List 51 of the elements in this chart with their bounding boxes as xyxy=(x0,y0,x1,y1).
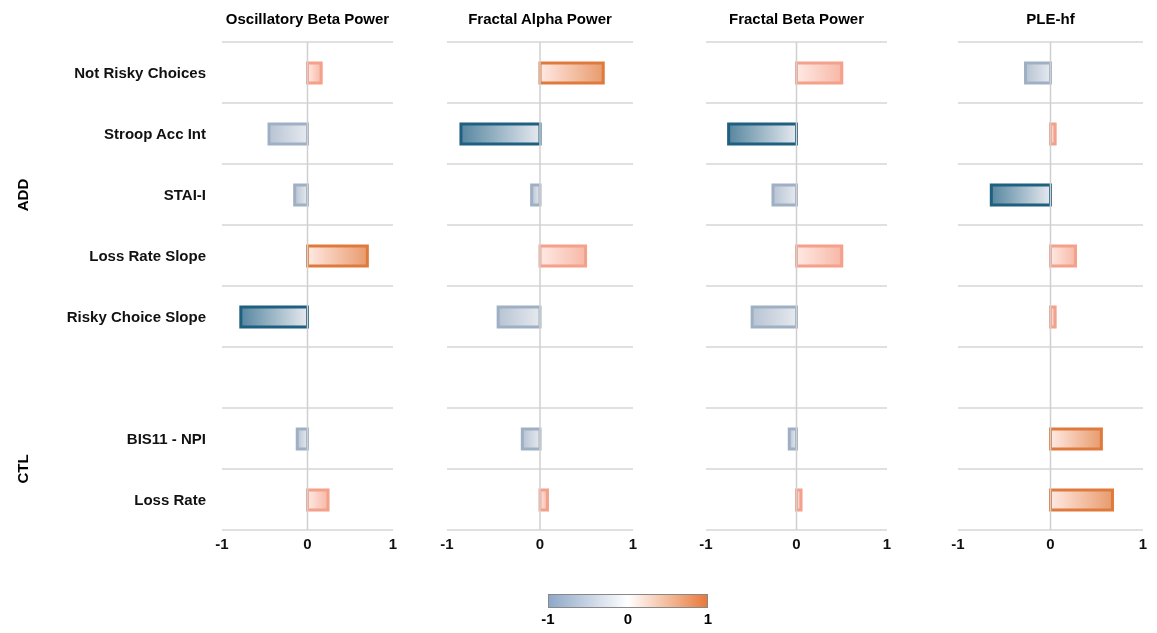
x-tick-label: -1 xyxy=(215,534,229,552)
x-tick-label: 1 xyxy=(628,534,638,552)
x-tick-label: 1 xyxy=(1138,534,1148,552)
bar xyxy=(727,122,798,146)
bar xyxy=(750,305,798,329)
x-tick-label: -1 xyxy=(951,534,965,552)
bar xyxy=(1049,244,1077,268)
chart-title: Fractal Beta Power xyxy=(727,10,866,27)
bar xyxy=(293,183,309,207)
chart-title: Fractal Alpha Power xyxy=(467,10,613,27)
color-bar-label: 1 xyxy=(703,610,713,627)
bar xyxy=(795,244,844,268)
chart-title: Oscillatory Beta Power xyxy=(224,10,391,27)
bar xyxy=(306,244,369,268)
x-tick-label: 1 xyxy=(882,534,892,552)
bar xyxy=(989,183,1052,207)
text: CTL xyxy=(13,454,31,484)
bar xyxy=(267,122,309,146)
x-tick-label: 0 xyxy=(303,534,312,552)
bar xyxy=(1024,61,1052,85)
y-tick-label: Loss Rate Slope xyxy=(89,246,206,264)
bar xyxy=(520,427,542,451)
chart-title: PLE-hf xyxy=(1025,10,1076,27)
y-tick-label: Loss Rate xyxy=(134,490,206,508)
y-tick-label: Stroop Acc Int xyxy=(104,124,206,142)
x-tick-label: 0 xyxy=(535,534,545,552)
bar xyxy=(306,61,323,85)
color-bar-label: -1 xyxy=(541,610,555,627)
y-tick-label: BIS11 - NPI xyxy=(126,429,206,447)
color-scale: -1 0 1 xyxy=(538,592,718,632)
text: ADD xyxy=(13,178,31,211)
bar xyxy=(538,244,588,268)
bar xyxy=(295,427,309,451)
y-tick-label: Not Risky Choices xyxy=(74,63,206,81)
x-tick-label: 1 xyxy=(388,534,398,552)
bar xyxy=(1049,427,1103,451)
x-tick-label: -1 xyxy=(699,534,713,552)
y-tick-label: Risky Choice Slope xyxy=(66,307,206,325)
bar xyxy=(306,488,330,512)
x-tick-label: 0 xyxy=(792,534,801,552)
x-tick-label: 0 xyxy=(1046,534,1055,552)
bar xyxy=(771,183,798,207)
y-tick-label: STAI-I xyxy=(163,185,206,203)
bar xyxy=(538,61,605,85)
bar xyxy=(1049,488,1114,512)
color-bar-label: 0 xyxy=(623,610,633,627)
x-tick-label: -1 xyxy=(440,534,454,552)
bar xyxy=(239,305,309,329)
bar xyxy=(795,61,844,85)
bar xyxy=(459,122,542,146)
bar xyxy=(496,305,542,329)
